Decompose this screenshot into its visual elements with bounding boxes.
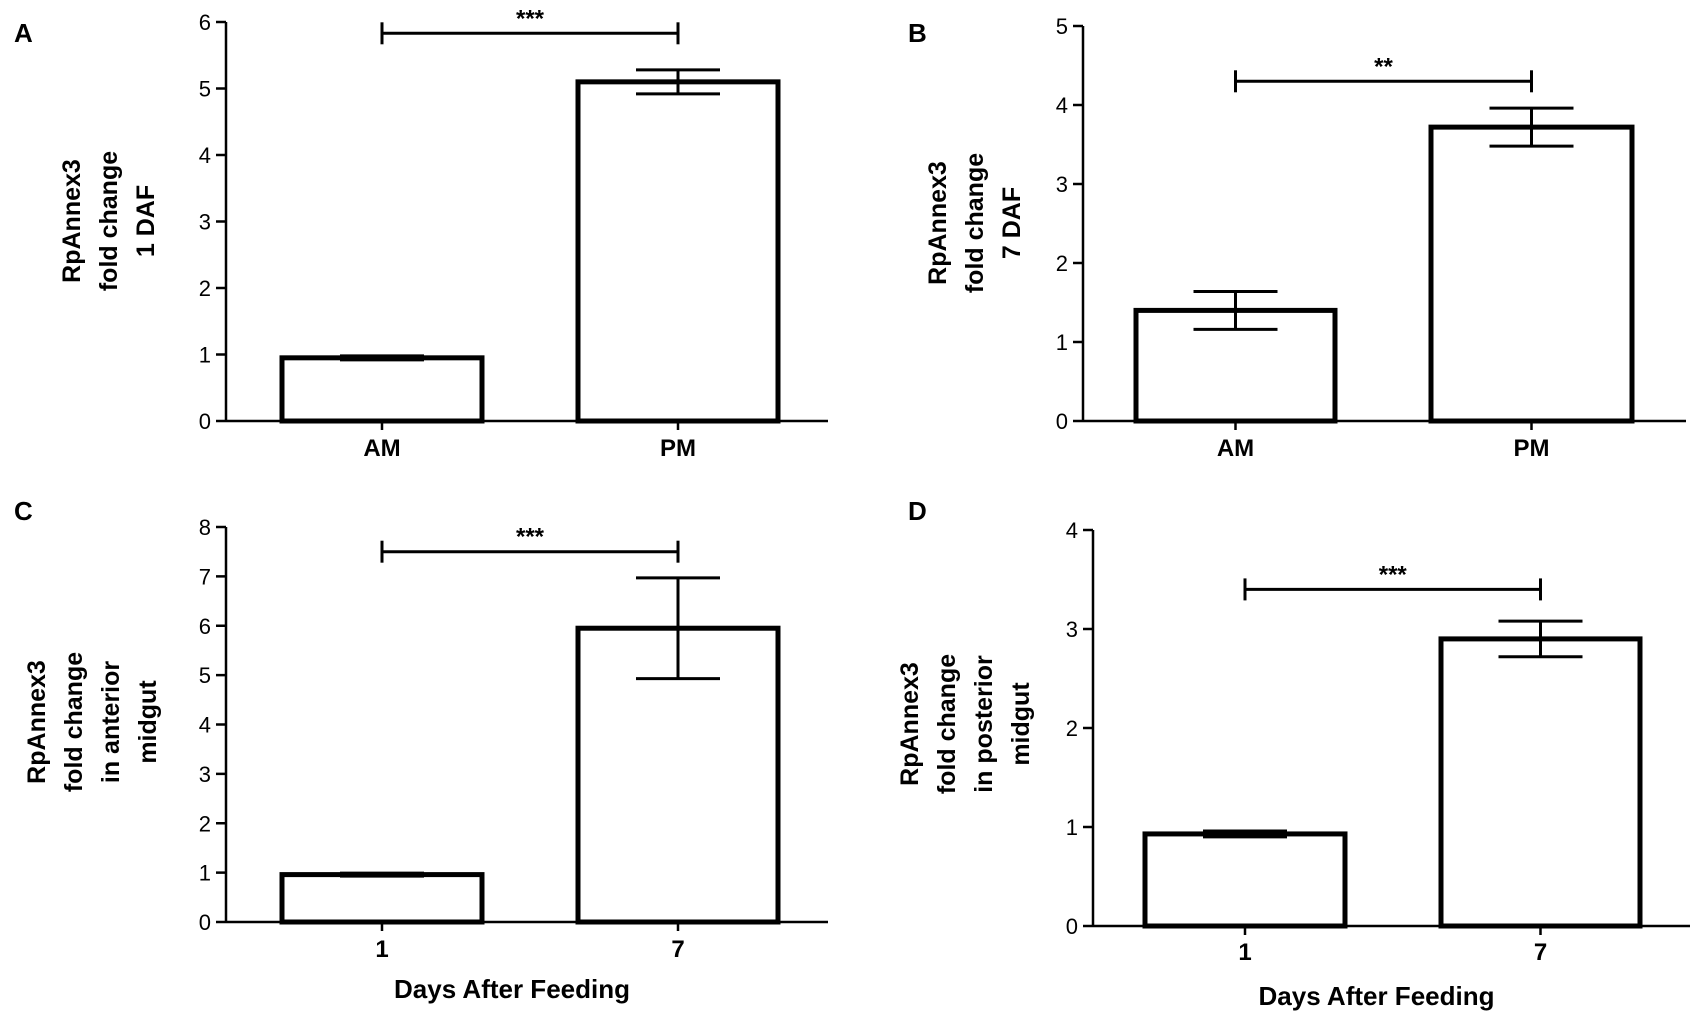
panel-a-ytick-label: 4 [199,143,211,168]
panel-b-significance-label: ** [1374,53,1393,80]
panel-a-ylabel-line: 1 DAF [132,185,160,257]
panel-b-ytick-label: 1 [1056,330,1068,355]
panel-a-ytick-label: 3 [199,210,211,235]
panel-d-ylabel-line: midgut [1007,682,1035,766]
panel-c-ytick-label: 3 [199,762,211,787]
panel-a-bar [575,79,781,424]
panel-c-xtick-label: 7 [671,936,684,963]
panel-d-ytick-label: 1 [1066,815,1078,840]
panel-c-ytick-label: 5 [199,663,211,688]
panel-d-xtick-label: 7 [1534,939,1547,966]
panel-d-ylabel-line: RpAnnex3 [896,662,924,786]
panel-c-ytick-label: 4 [199,713,211,738]
panel-c-xlabel: Days After Feeding [394,974,630,1004]
panel-c-ylabel-line: fold change [60,652,88,792]
panel-b-xtick-label: PM [1514,435,1550,462]
panel-a-ytick-label: 0 [199,409,211,434]
panel-d-xlabel: Days After Feeding [1259,981,1495,1011]
panel-d-ytick-label: 0 [1066,914,1078,939]
panel-d-xtick-label: 1 [1238,939,1251,966]
panel-c-ytick-label: 1 [199,861,211,886]
panel-c-ytick-label: 6 [199,614,211,639]
panel-b-ylabel-line: 7 DAF [998,187,1026,259]
panel-c-significance-label: *** [516,524,545,551]
panel-c-letter: C [14,496,33,526]
panel-d-ytick-label: 2 [1066,716,1078,741]
panel-a-ylabel-line: fold change [95,151,123,291]
panel-b-ytick-label: 0 [1056,409,1068,434]
panel-d-bar [1142,831,1348,929]
panel-d-bar [1438,636,1643,929]
panel-b-ylabel-line: fold change [961,153,989,293]
panel-d-ytick-label: 3 [1066,617,1078,642]
panel-b-ytick-label: 2 [1056,251,1068,276]
panel-a-ytick-label: 2 [199,276,211,301]
panel-b-ytick-label: 5 [1056,14,1068,39]
panel-c-bar [279,872,485,925]
panel-a-xtick-label: PM [660,435,696,462]
panel-c-ytick-label: 2 [199,811,211,836]
panel-b-ylabel-line: RpAnnex3 [924,161,952,285]
panel-d-letter: D [908,496,927,526]
panel-a-ytick-label: 5 [199,77,211,102]
panel-c-xtick-label: 1 [375,936,388,963]
panel-d-ytick-label: 4 [1066,518,1078,543]
panel-d-ylabel-line: fold change [933,654,961,794]
panel-d-ylabel-line: in posterior [970,655,998,793]
panel-a-ylabel-line: RpAnnex3 [58,159,86,283]
panel-c-ytick-label: 0 [199,910,211,935]
panel-a-xtick-label: AM [363,435,400,462]
panel-b-xtick-label: AM [1217,435,1254,462]
panel-c-ytick-label: 8 [199,515,211,540]
panel-a-significance-label: *** [516,5,545,32]
panel-a-bar [279,355,485,424]
panel-b-ytick-label: 4 [1056,93,1068,118]
panel-a-letter: A [14,18,33,48]
panel-c-ytick-label: 7 [199,564,211,589]
panel-b-ytick-label: 3 [1056,172,1068,197]
panel-a-ytick-label: 6 [199,10,211,35]
panel-c-ylabel-line: midgut [134,680,162,764]
panel-d-significance-label: *** [1379,561,1408,588]
panel-b-bar [1428,124,1635,424]
panel-b-letter: B [908,18,927,48]
panel-a-ytick-label: 1 [199,343,211,368]
panel-c-ylabel-line: in anterior [97,661,125,784]
panel-c-ylabel-line: RpAnnex3 [23,660,51,784]
